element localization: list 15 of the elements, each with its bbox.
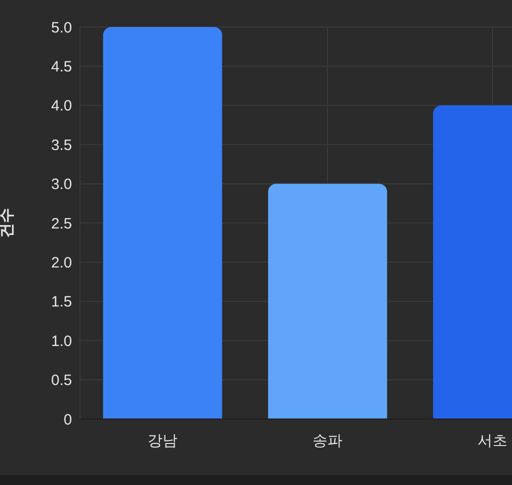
y-tick-label: 0.5: [51, 372, 72, 390]
x-tick-label: 서초: [478, 432, 508, 450]
y-axis-title: 건수: [0, 208, 16, 238]
y-tick-label: 2.5: [51, 215, 72, 232]
y-tick-label: 2.0: [51, 254, 72, 272]
y-tick-label: 1.5: [51, 294, 72, 311]
y-tick-label: 4.5: [51, 58, 72, 76]
x-tick-label: 강남: [148, 432, 178, 450]
y-tick-label: 4.0: [51, 98, 72, 115]
y-tick-label: 3.5: [51, 136, 72, 154]
y-tick-label: 1.0: [51, 332, 72, 350]
y-tick-label: 3.0: [51, 176, 72, 194]
x-tick-label: 송파: [312, 432, 342, 450]
y-tick-label: 0: [64, 411, 72, 428]
y-tick-label: 5.0: [51, 19, 72, 36]
